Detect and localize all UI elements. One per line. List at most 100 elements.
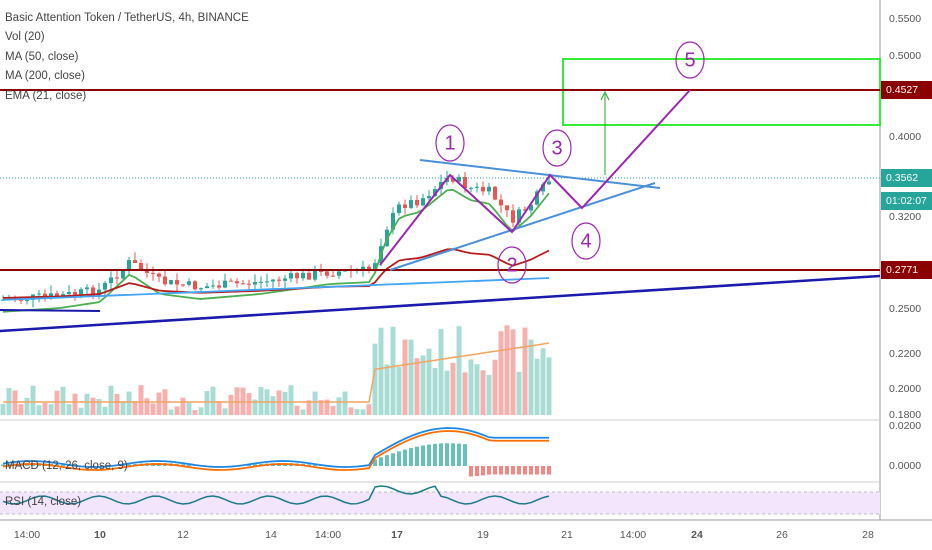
candle-body bbox=[151, 272, 155, 274]
candle-body bbox=[241, 283, 245, 285]
volume-bar bbox=[432, 367, 438, 415]
macd-axis-label: 0.0000 bbox=[889, 460, 921, 472]
volume-bar bbox=[306, 400, 312, 415]
macd-hist bbox=[415, 446, 419, 466]
volume-bar bbox=[366, 404, 372, 415]
macd-hist bbox=[475, 466, 479, 476]
time-label: 14:00 bbox=[14, 529, 40, 541]
candle-body bbox=[145, 270, 149, 273]
indicator-label: Vol (20) bbox=[5, 31, 45, 43]
price-tag bbox=[881, 169, 932, 187]
volume-bar bbox=[270, 396, 276, 415]
macd-hist bbox=[61, 464, 65, 466]
candle-body bbox=[283, 278, 287, 281]
candle-body bbox=[199, 288, 203, 290]
candle-body bbox=[433, 189, 437, 197]
time-label: 24 bbox=[691, 529, 703, 541]
wave-circle bbox=[435, 124, 465, 162]
volume-bar bbox=[546, 357, 552, 415]
ma200-line bbox=[2, 277, 550, 301]
volume-bar bbox=[114, 393, 120, 415]
candle-body bbox=[517, 209, 521, 223]
candle-body bbox=[253, 282, 257, 285]
macd-hist bbox=[55, 464, 59, 466]
macd-hist bbox=[493, 466, 497, 475]
candle-body bbox=[541, 184, 545, 192]
wave-circle bbox=[542, 129, 572, 167]
symbol-title: Basic Attention Token / TetherUS, 4h, BI… bbox=[5, 12, 249, 24]
volume-bar bbox=[216, 401, 222, 415]
candle-body bbox=[391, 213, 395, 230]
volume-bar bbox=[300, 409, 306, 415]
candle-body bbox=[415, 200, 419, 206]
candle-body bbox=[499, 199, 503, 206]
volume-bar bbox=[450, 362, 456, 415]
macd-hist bbox=[379, 457, 383, 466]
price-label: 0.2000 bbox=[889, 383, 921, 395]
price-label: 0.4000 bbox=[889, 131, 921, 143]
candle-body bbox=[475, 186, 479, 188]
volume-bar bbox=[378, 327, 384, 415]
wave-label: 4 bbox=[580, 230, 591, 252]
triangle-line bbox=[389, 182, 656, 271]
candle-body bbox=[55, 293, 59, 297]
macd-hist bbox=[439, 443, 443, 466]
candle-body bbox=[67, 292, 71, 295]
volume-bar bbox=[228, 394, 234, 415]
candle-body bbox=[169, 280, 173, 285]
volume-bar bbox=[330, 405, 336, 415]
price-tag bbox=[881, 261, 932, 279]
price-tag bbox=[881, 192, 932, 210]
macd-hist bbox=[121, 465, 125, 466]
time-label: 21 bbox=[561, 529, 573, 541]
candle-body bbox=[259, 281, 263, 283]
volume-bar bbox=[84, 393, 90, 415]
indicator-label: MA (200, close) bbox=[5, 70, 85, 82]
volume-bar bbox=[492, 359, 498, 415]
candle-body bbox=[265, 281, 269, 283]
candle-body bbox=[49, 293, 53, 297]
volume-bar bbox=[246, 393, 252, 415]
macd-hist bbox=[247, 465, 251, 466]
trend-line bbox=[0, 274, 881, 333]
volume-bar bbox=[498, 331, 504, 415]
macd-hist bbox=[547, 466, 551, 475]
price-tag-label: 0.4527 bbox=[886, 84, 918, 96]
candle-body bbox=[427, 196, 431, 199]
candle-body bbox=[493, 186, 497, 200]
candle-body bbox=[235, 281, 239, 284]
volume-bar bbox=[504, 325, 510, 415]
macd-hist bbox=[535, 466, 539, 475]
volume-bar bbox=[180, 397, 186, 415]
volume-bar bbox=[30, 385, 36, 415]
price-label: 0.2500 bbox=[889, 303, 921, 315]
candle-body bbox=[217, 285, 221, 288]
candle-body bbox=[313, 270, 317, 280]
volume-bar bbox=[336, 397, 342, 415]
macd-hist bbox=[421, 445, 425, 466]
candle-body bbox=[463, 176, 467, 189]
candle-body bbox=[187, 281, 191, 285]
volume-bar bbox=[384, 364, 390, 415]
volume-bar bbox=[510, 329, 516, 415]
price-tag bbox=[881, 81, 932, 99]
volume-bar bbox=[528, 339, 534, 415]
macd-hist bbox=[541, 466, 545, 475]
volume-bar bbox=[222, 408, 228, 415]
macd-hist bbox=[307, 464, 311, 466]
volume-bar bbox=[54, 390, 60, 415]
volume-bar bbox=[426, 348, 432, 415]
candle-body bbox=[133, 260, 137, 264]
volume-bar bbox=[372, 343, 378, 415]
volume-bar bbox=[90, 397, 96, 415]
trend-line bbox=[0, 309, 101, 312]
volume-bar bbox=[348, 407, 354, 415]
volume-bar bbox=[144, 398, 150, 415]
arrow-head bbox=[600, 90, 610, 101]
macd-hist bbox=[433, 443, 437, 466]
volume-bar bbox=[312, 391, 318, 415]
candle-body bbox=[337, 271, 341, 276]
macd-line bbox=[2, 427, 549, 468]
candle-body bbox=[121, 269, 125, 279]
candle-body bbox=[547, 181, 551, 185]
